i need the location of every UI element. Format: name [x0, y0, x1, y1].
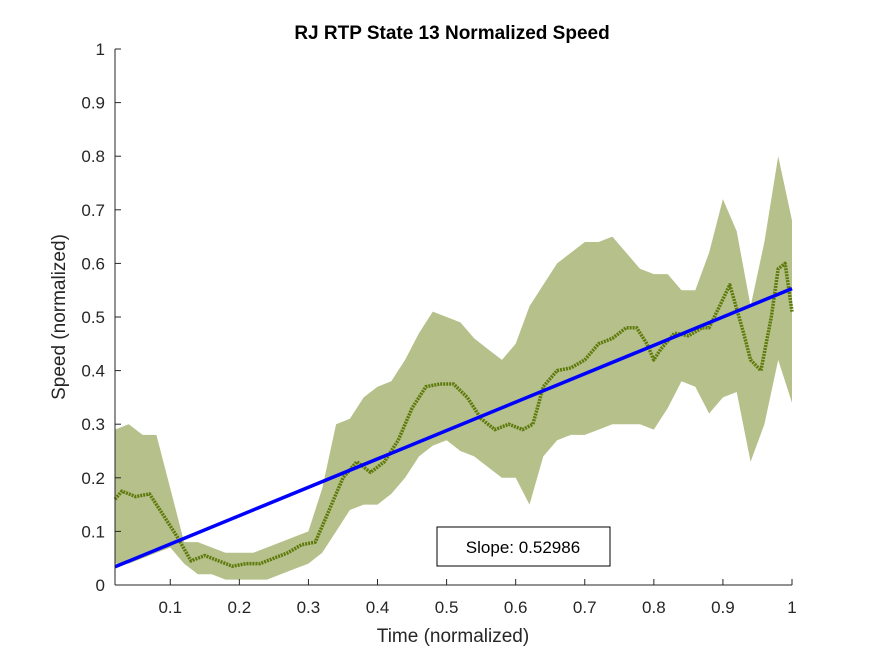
- x-tick-label: 0.2: [228, 598, 252, 617]
- x-tick-label: 0.6: [504, 598, 528, 617]
- slope-annotation-box: [436, 526, 611, 567]
- y-tick-label: 0.4: [81, 362, 105, 381]
- x-axis-label: Time (normalized): [377, 626, 529, 647]
- plot-area: [113, 156, 794, 580]
- y-tick-label: 0.9: [81, 94, 105, 113]
- x-tick-label: 0.4: [366, 598, 390, 617]
- y-tick-label: 0.1: [81, 522, 105, 541]
- mean-speed-line: [113, 261, 794, 568]
- x-tick-label: 0.3: [297, 598, 321, 617]
- y-tick-label: 0.3: [81, 415, 105, 434]
- x-tick-label: 0.8: [642, 598, 666, 617]
- y-tick-label: 0: [96, 576, 105, 595]
- chart-title: RJ RTP State 13 Normalized Speed: [294, 23, 609, 44]
- y-tick-label: 0.6: [81, 254, 105, 273]
- linear-fit-line: [114, 286, 793, 569]
- y-axis-label: Speed (normalized): [49, 234, 70, 400]
- x-tick-label: 0.9: [711, 598, 735, 617]
- x-tick-label: 1: [787, 598, 796, 617]
- y-tick-label: 0.7: [81, 201, 105, 220]
- y-tick-label: 0.2: [81, 469, 105, 488]
- slope-annotation: Slope: 0.52986: [436, 526, 611, 567]
- y-tick-label: 0.5: [81, 308, 105, 327]
- slope-annotation-text: Slope: 0.52986: [466, 538, 580, 557]
- y-tick-label: 1: [96, 40, 105, 59]
- confidence-band: [115, 156, 792, 580]
- x-tick-label: 0.7: [573, 598, 597, 617]
- y-tick-label: 0.8: [81, 147, 105, 166]
- x-tick-label: 0.5: [435, 598, 459, 617]
- x-tick-label: 0.1: [158, 598, 182, 617]
- axes: 0.1 0.2 0.3 0.4 0.5 0.6 0.7 0.8 0.9 1 0 0.1 0.2 0.3 0.…: [81, 40, 796, 617]
